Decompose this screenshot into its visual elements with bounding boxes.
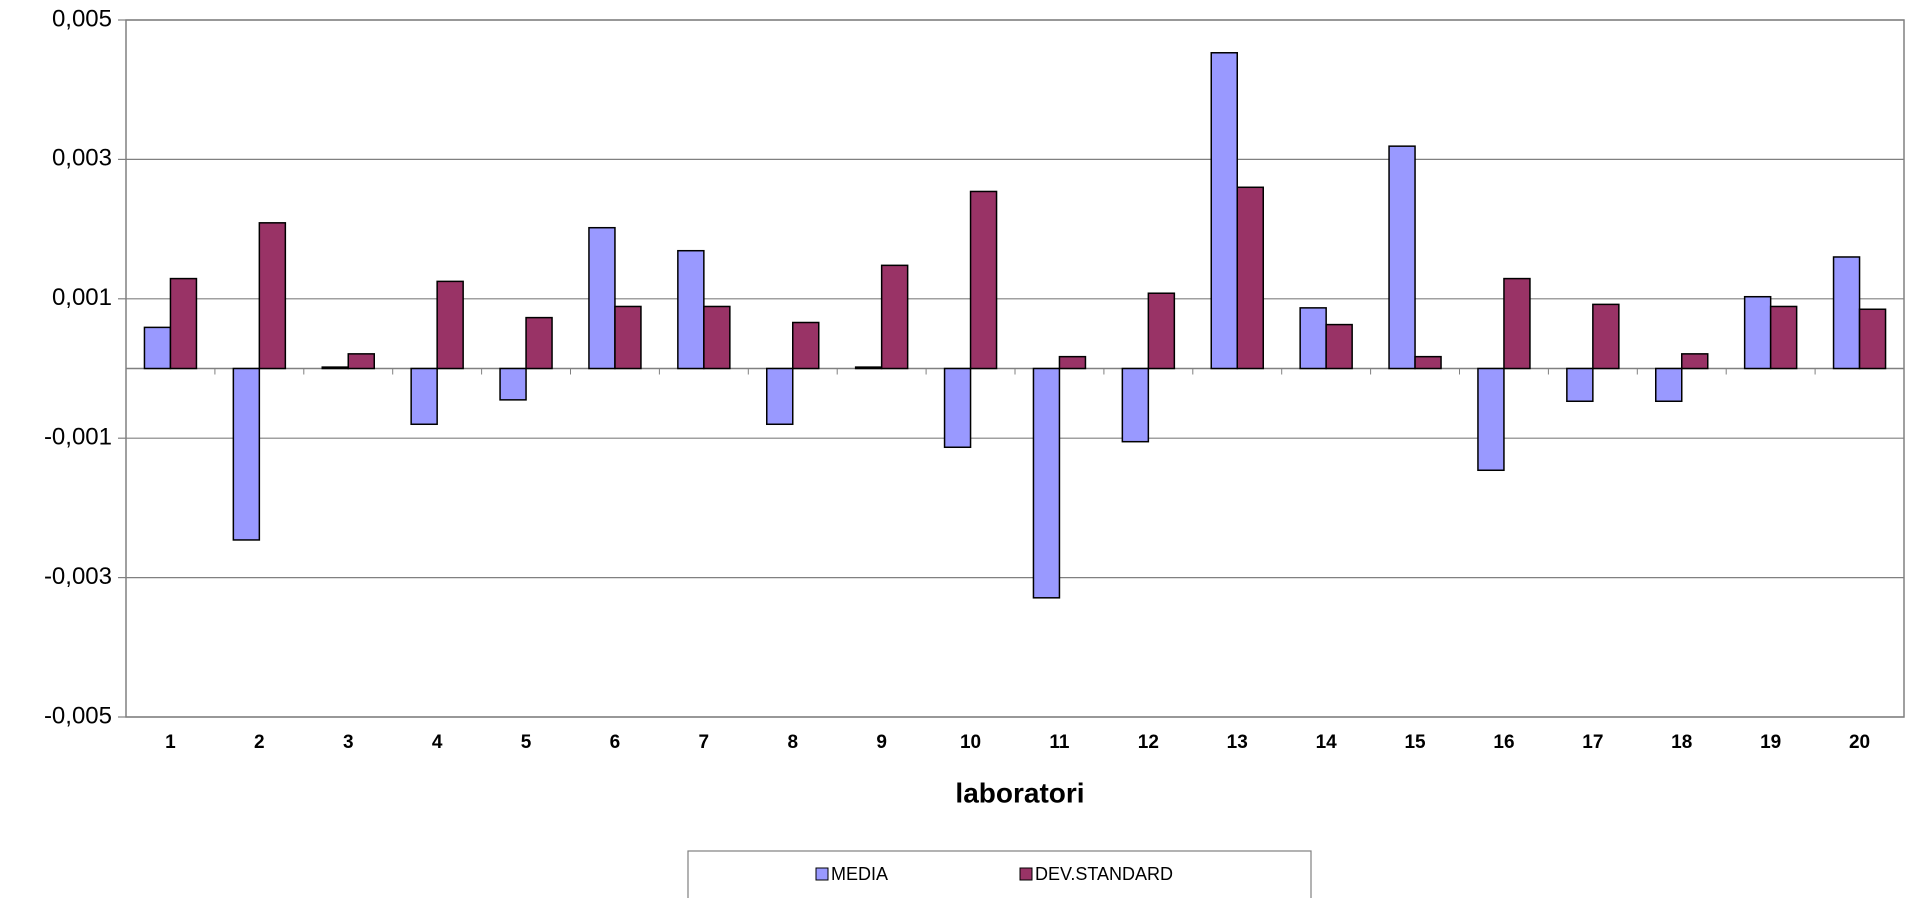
bar [1769,305,1798,370]
legend-label: DEV.STANDARD [1035,864,1173,884]
bar [1832,256,1861,370]
bar [499,367,527,401]
x-tick-label: 6 [610,732,621,753]
bar [232,367,261,541]
x-tick-label: 11 [1049,732,1070,753]
x-tick-label: 20 [1849,732,1870,753]
bar [1299,307,1327,370]
bar [1655,367,1683,403]
x-tick-label: 14 [1316,732,1338,753]
bar [1503,277,1531,370]
bar [1032,367,1061,599]
bar [258,222,287,370]
bar [969,190,998,370]
bar [169,277,198,370]
x-tick-label: 16 [1493,732,1514,753]
y-tick-label: -0,003 [44,563,112,590]
bar [410,367,438,426]
bar [1681,353,1709,370]
x-tick-label: 4 [432,732,443,753]
bar [1414,355,1442,370]
legend-box [687,850,1312,898]
x-tick-label: 13 [1227,732,1248,753]
x-axis-title: laboratori [955,777,1084,808]
bar [1388,145,1416,370]
x-tick-label: 10 [960,732,981,753]
bar [1858,308,1887,370]
x-tick-label: 8 [787,732,798,753]
bar [1477,367,1505,472]
x-tick-label: 12 [1138,732,1159,753]
bar [1210,52,1238,370]
bar [1592,303,1620,370]
x-tick-label: 18 [1671,732,1692,753]
bar [943,367,972,449]
bar [880,264,909,370]
bar [1121,367,1150,443]
y-tick-label: 0,001 [52,284,112,311]
bar [677,249,705,370]
bar [1147,292,1176,370]
bar [525,316,553,370]
x-tick-label: 2 [254,732,265,753]
bar [614,305,642,370]
bar [1743,295,1772,370]
bar [321,366,349,370]
y-tick-label: 0,003 [52,145,112,172]
x-tick-label: 5 [521,732,532,753]
bar [347,353,375,370]
bar [854,366,883,370]
bar [436,280,464,370]
bar [792,321,820,370]
x-tick-label: 17 [1582,732,1603,753]
bar [143,326,172,370]
x-tick-label: 9 [876,732,887,753]
legend-label: MEDIA [831,864,888,884]
legend-swatch [1019,867,1033,881]
x-tick-label: 15 [1404,732,1426,753]
x-tick-label: 1 [165,732,176,753]
y-tick-label: -0,005 [44,702,112,729]
bar [588,226,616,370]
bar [1058,355,1087,370]
x-tick-label: 19 [1760,732,1781,753]
y-tick-label: 0,005 [52,5,112,32]
bar [766,367,794,426]
bar [1325,323,1353,370]
x-tick-label: 3 [343,732,354,753]
y-tick-label: -0,001 [44,424,112,451]
bar [703,305,731,370]
legend-swatch [815,867,829,881]
bar [1236,186,1264,370]
x-tick-label: 7 [699,732,710,753]
bar [1566,367,1594,403]
